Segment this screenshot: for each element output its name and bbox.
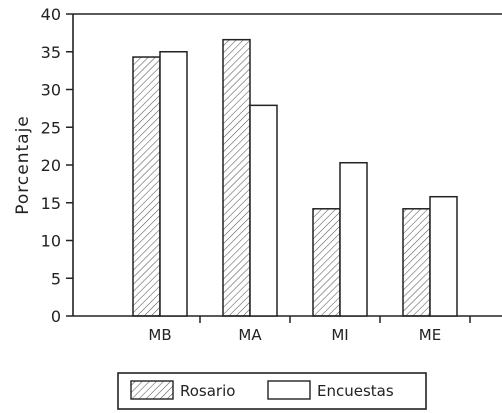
bar-encuestas-ma xyxy=(249,104,278,317)
legend-label-encuestas: Encuestas xyxy=(317,382,394,400)
legend-frame xyxy=(117,372,427,410)
legend-label-rosario: Rosario xyxy=(180,382,235,400)
bar-encuestas-mb xyxy=(159,51,188,317)
bar-rosario-ma xyxy=(222,38,251,317)
bars xyxy=(132,38,458,317)
x-category-label: MI xyxy=(331,326,348,344)
y-axis-ticks: 0 5 10 15 20 25 30 35 40 xyxy=(41,5,73,326)
bar-rosario-mb xyxy=(132,56,161,317)
x-category-label: MA xyxy=(238,326,262,344)
y-tick-label: 25 xyxy=(41,118,61,137)
bar-encuestas-mi xyxy=(339,161,368,317)
bar-rosario-mi xyxy=(312,208,341,317)
bar-encuestas-me xyxy=(429,195,458,317)
y-tick-label: 10 xyxy=(41,232,61,251)
y-tick-label: 15 xyxy=(41,194,61,213)
y-tick-label: 35 xyxy=(41,43,61,62)
y-tick-label: 30 xyxy=(41,81,61,100)
y-tick-label: 20 xyxy=(41,156,61,175)
y-axis-title: Porcentaje xyxy=(13,115,33,215)
y-tick-label: 5 xyxy=(51,269,61,288)
x-category-label: MB xyxy=(148,326,171,344)
legend-swatch-rosario xyxy=(130,380,174,400)
x-axis-categories: MB MA MI ME xyxy=(148,316,471,344)
y-tick-label: 40 xyxy=(41,5,61,24)
legend-swatch-encuestas xyxy=(267,380,311,400)
y-tick-label: 0 xyxy=(51,307,61,326)
bar-rosario-me xyxy=(402,208,431,317)
x-category-label: ME xyxy=(419,326,441,344)
legend: Rosario Encuestas xyxy=(117,372,427,410)
